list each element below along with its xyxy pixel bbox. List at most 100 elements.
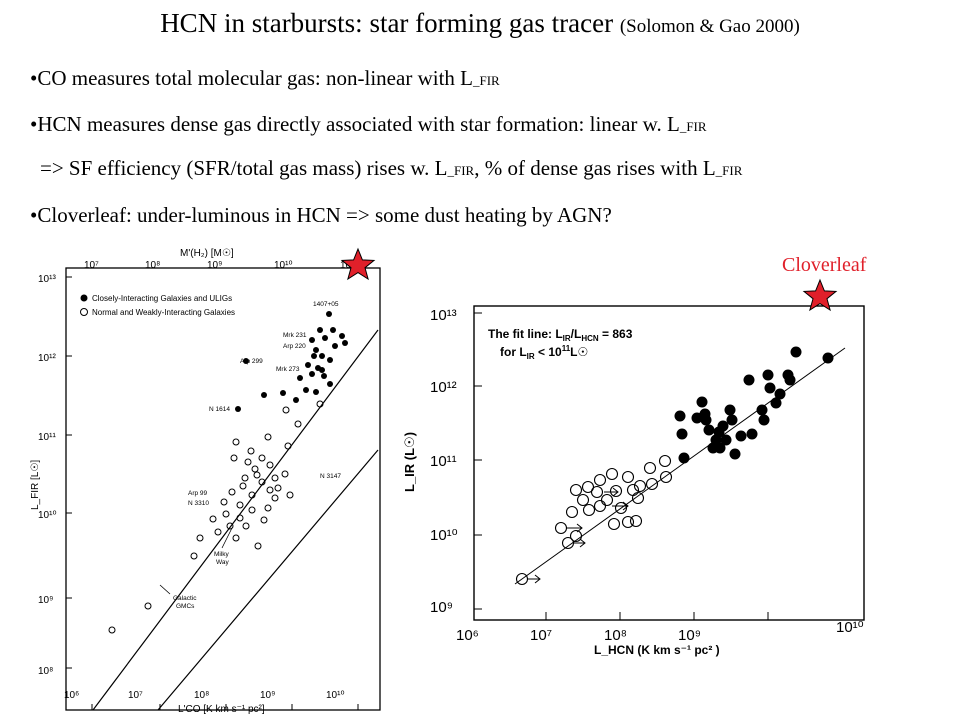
right-point xyxy=(822,352,834,364)
left-point xyxy=(253,471,261,479)
left-annotation: Milky xyxy=(214,551,230,558)
left-x-tick: 10⁷ xyxy=(128,690,143,701)
left-point xyxy=(260,516,268,524)
right-y-tick: 10⁹ xyxy=(430,599,453,616)
bullet-hcn: •HCN measures dense gas directly associa… xyxy=(30,112,707,137)
right-point xyxy=(720,434,732,446)
left-y-axis-label: L_FIR [L☉] xyxy=(30,460,41,510)
left-fit-line-upper xyxy=(92,329,379,711)
left-y-tick: 10¹³ xyxy=(38,274,56,285)
right-point xyxy=(581,480,595,494)
left-annotation: Mrk 231 xyxy=(283,332,307,339)
left-point xyxy=(242,522,250,530)
right-fit-line xyxy=(514,347,846,585)
left-annotation: 1407+05 xyxy=(313,301,339,308)
right-point xyxy=(770,397,782,409)
slide-title: HCN in starbursts: star forming gas trac… xyxy=(0,8,960,39)
left-y-tick: 10¹¹ xyxy=(38,432,56,443)
left-point xyxy=(313,347,319,353)
right-point xyxy=(658,454,672,468)
left-point xyxy=(332,343,338,349)
bullet-sf-sub2: _FIR xyxy=(715,163,743,178)
right-y-tick: 10¹⁰ xyxy=(430,527,458,544)
left-point xyxy=(261,392,267,398)
right-point xyxy=(676,428,688,440)
right-fit-slash: /L xyxy=(571,327,582,341)
right-point xyxy=(735,430,747,442)
bullet-sf-sub1: _FIR xyxy=(447,163,475,178)
left-x-tick: 10¹⁰ xyxy=(326,690,344,701)
right-point xyxy=(717,420,729,432)
right-fit-text-1: The fit line: L xyxy=(488,327,563,341)
right-point xyxy=(590,485,604,499)
left-point xyxy=(309,337,315,343)
left-top-tick: 10⁸ xyxy=(145,260,160,271)
left-annotation: Mrk 273 xyxy=(276,366,300,373)
right-point xyxy=(582,503,596,517)
right-y-tick-labels: 10⁹ 10¹⁰ 10¹¹ 10¹² 10¹³ xyxy=(430,307,458,616)
right-fit-limit: < 10 xyxy=(535,345,562,359)
right-point xyxy=(758,414,770,426)
left-point xyxy=(321,373,327,379)
left-point xyxy=(236,501,244,509)
left-point xyxy=(108,626,116,634)
left-point xyxy=(236,514,244,522)
left-point xyxy=(326,311,332,317)
left-point xyxy=(248,506,256,514)
right-point xyxy=(605,467,619,481)
right-point xyxy=(764,382,776,394)
left-milky-way-arrow xyxy=(221,527,233,549)
left-point xyxy=(271,474,279,482)
left-point xyxy=(293,397,299,403)
left-point xyxy=(241,474,249,482)
left-annotation: Way xyxy=(216,559,230,566)
left-y-tick: 10⁸ xyxy=(38,666,53,677)
bullet-hcn-sub: _FIR xyxy=(679,119,707,134)
left-fit-line-lower xyxy=(157,449,379,711)
left-open-points xyxy=(108,400,324,634)
left-point xyxy=(327,381,333,387)
right-point xyxy=(726,414,738,426)
left-legend-filled-marker xyxy=(80,294,88,302)
right-point xyxy=(565,505,579,519)
right-point-arrows xyxy=(527,487,629,584)
right-open-points xyxy=(515,454,673,586)
right-filled-points xyxy=(674,346,834,464)
left-x-axis-label: L'CO [K km s⁻¹ pc²] xyxy=(178,704,265,715)
left-y-tick: 10¹² xyxy=(38,353,56,364)
right-y-tick: 10¹¹ xyxy=(430,453,457,470)
right-point xyxy=(674,410,686,422)
cloverleaf-label: Cloverleaf xyxy=(782,254,867,276)
bullet-sf-text-b: , % of dense gas rises with L xyxy=(474,156,716,180)
right-point xyxy=(790,346,802,358)
svg-text:The fit line: LIR/LHCN = 863: The fit line: LIR/LHCN = 863 xyxy=(488,327,633,343)
left-point xyxy=(309,371,315,377)
left-point xyxy=(228,488,236,496)
right-fit-unit: L☉ xyxy=(570,345,588,359)
left-point xyxy=(226,522,234,530)
left-point xyxy=(235,406,241,412)
left-legend-open: Normal and Weakly-Interacting Galaxies xyxy=(92,308,235,317)
right-fit-sub-hcn: HCN xyxy=(581,334,599,343)
left-cloverleaf-star xyxy=(340,247,376,281)
left-point xyxy=(311,353,317,359)
right-point xyxy=(600,493,614,507)
right-point xyxy=(703,424,715,436)
left-legend-open-marker xyxy=(80,308,88,316)
left-annotation: N 3147 xyxy=(320,473,341,480)
left-point xyxy=(297,375,303,381)
right-point xyxy=(576,493,590,507)
right-x-axis-label: L_HCN (K km s⁻¹ pc² ) xyxy=(594,643,720,657)
right-fit-sub-ir-2: IR xyxy=(527,352,535,361)
left-top-axis-label: M'(H₂) [M☉] xyxy=(180,248,234,259)
left-point xyxy=(248,491,256,499)
right-y-axis-label: L_IR (L☉) xyxy=(402,432,417,492)
right-point xyxy=(631,491,645,505)
left-point xyxy=(214,528,222,536)
bullet-sf-text-a: => SF efficiency (SFR/total gas mass) ri… xyxy=(40,156,448,180)
left-y-tick-labels: 10⁸ 10⁹ 10¹⁰ 10¹¹ 10¹² 10¹³ xyxy=(38,274,56,677)
left-point xyxy=(317,327,323,333)
title-citation: (Solomon & Gao 2000) xyxy=(619,16,800,37)
left-point xyxy=(258,454,266,462)
bullet-cloverleaf-text: •Cloverleaf: under-luminous in HCN => so… xyxy=(30,203,612,227)
